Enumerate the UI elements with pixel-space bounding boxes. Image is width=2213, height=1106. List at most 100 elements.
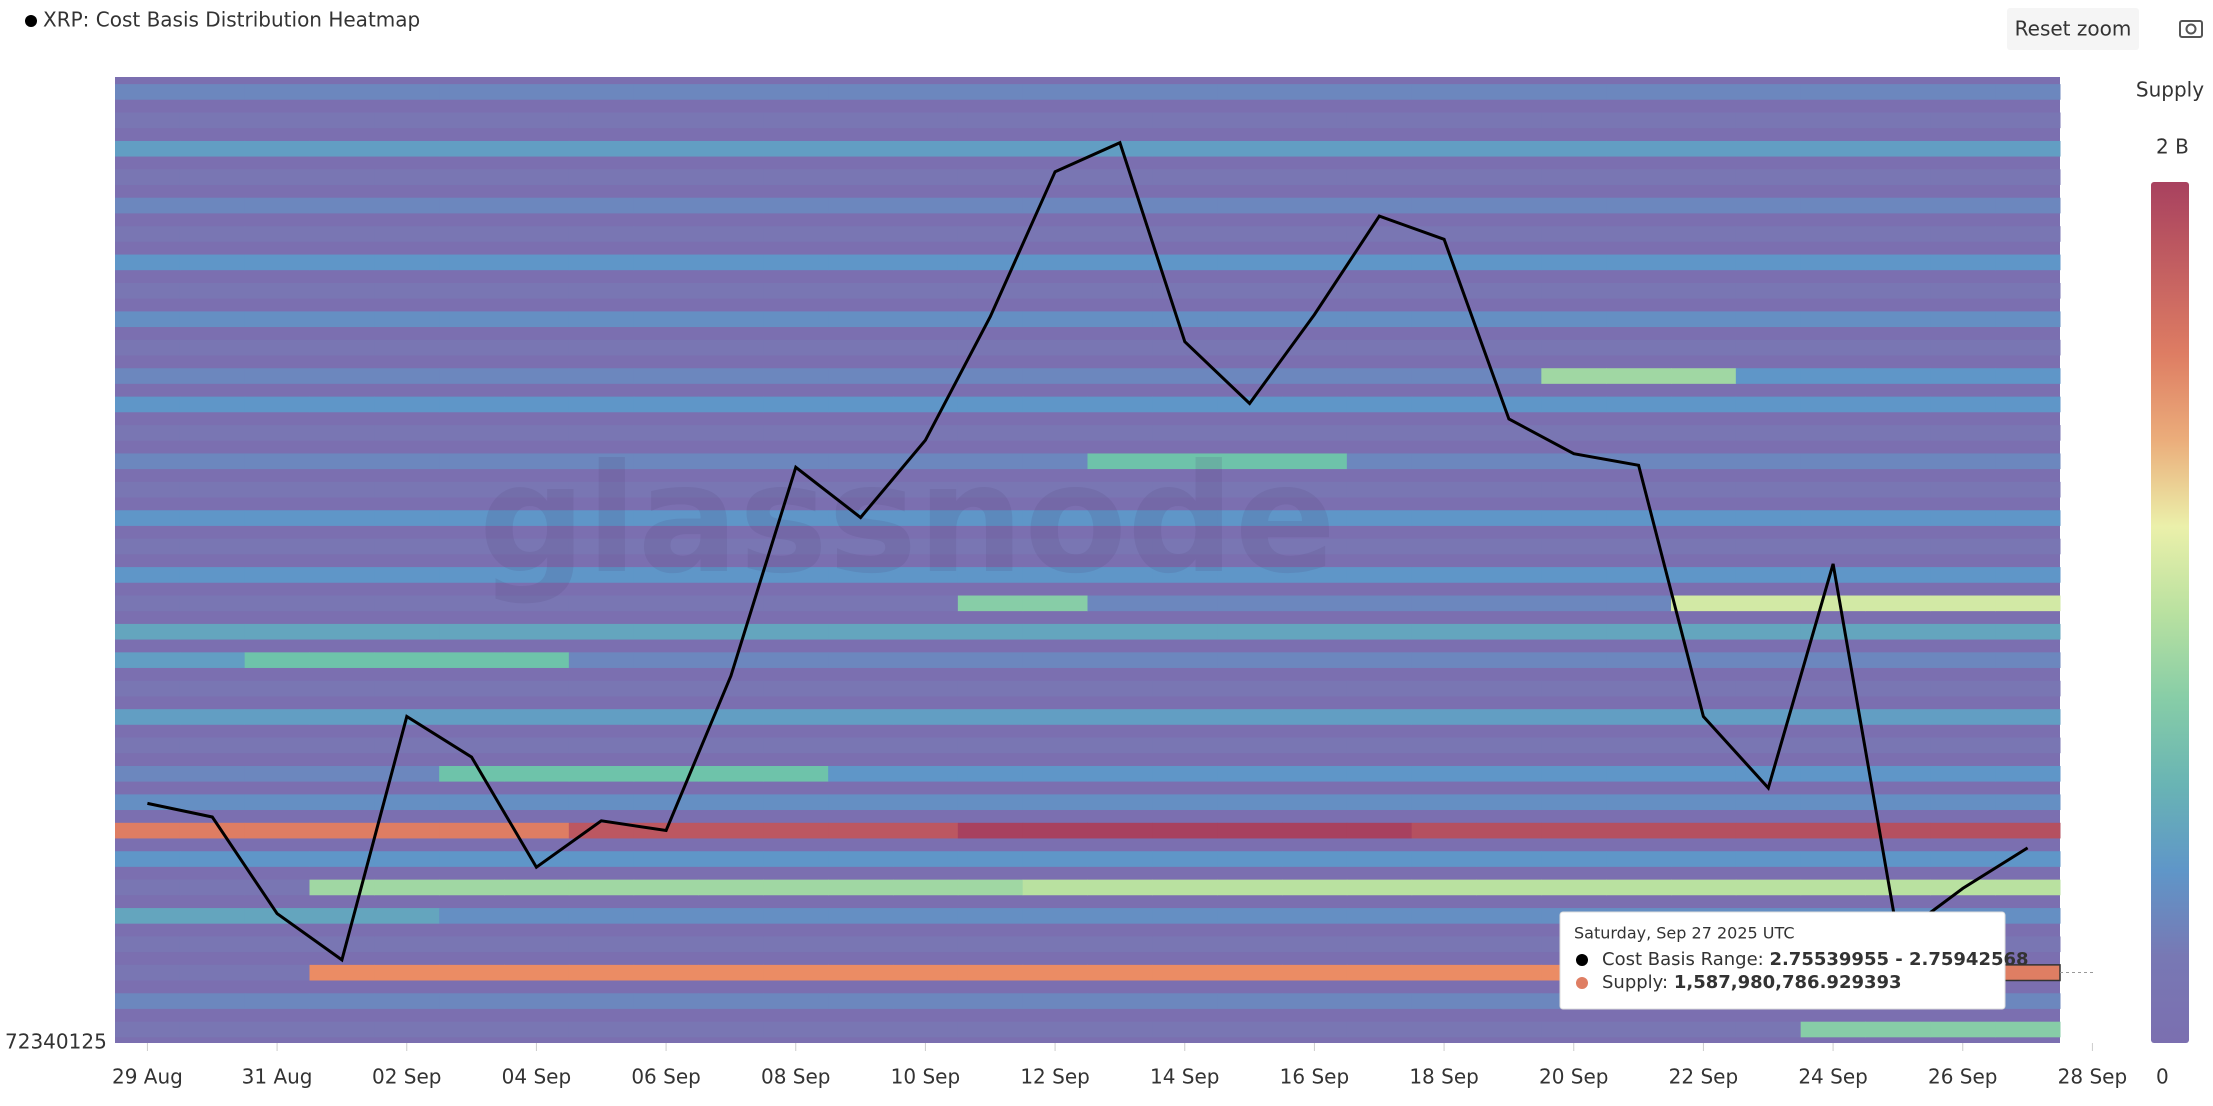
heat-cell [1022,339,1088,356]
heat-cell [1217,282,1283,299]
heat-cell [1606,339,1672,356]
heat-cell [1022,623,1088,640]
heat-cell [1606,453,1672,470]
heat-cell [828,453,894,470]
heat-cell [893,140,959,157]
heat-cell [179,84,246,100]
heat-cell [957,84,1024,100]
tooltip-box [1559,911,2006,1010]
heat-cell [1411,140,1477,157]
heat-cell [244,510,310,526]
heat-cell [1606,737,1672,754]
heat-cell [439,851,505,867]
heat-cell [633,339,699,356]
camera-icon[interactable] [2179,20,2203,38]
heat-cell [1217,453,1283,470]
heat-cell [309,339,375,356]
heat-cell [633,964,699,981]
heat-cell [179,169,246,185]
heat-cell [763,936,829,953]
heat-cell [1930,425,1996,441]
heat-cell [1476,964,1542,981]
x-tick-label: 22 Sep [1669,1065,1739,1089]
heat-cell [1346,851,1413,867]
heat-cell [1800,425,1866,441]
heat-cell [1217,765,1283,782]
heat-cell [1930,112,1996,129]
heat-cell [1930,765,1996,782]
heat-cell [504,453,570,470]
heat-cell [1735,851,1802,867]
heat-cell [1865,226,1931,242]
heat-cell [828,851,894,867]
heat-cell [374,453,440,470]
heat-cell [698,311,764,328]
heat-cell [439,197,505,214]
heat-cell [1671,595,1737,612]
heat-cell [1606,652,1672,668]
heat-cell [309,112,375,129]
heat-cell [1217,936,1283,953]
heat-cell [504,936,570,953]
heat-cell [309,993,375,1009]
heat-cell [179,425,246,441]
heat-cell [115,567,181,583]
heat-cell [568,822,635,839]
heat-cell [568,737,635,754]
heat-cell [698,339,764,356]
heat-cell [1865,140,1931,157]
heat-cell [1217,481,1283,498]
heat-cell [957,822,1024,839]
heat-cell [244,709,310,725]
heat-cell [1022,908,1088,924]
heat-cell [568,396,635,413]
heat-cell [828,709,894,725]
heat-cell [1995,140,2061,157]
heat-cell [1995,538,2061,555]
heat-cell [1282,822,1348,839]
heat-cell [1995,908,2061,924]
heat-cell [1087,567,1153,583]
heat-cell [828,112,894,129]
heat-cell [893,879,959,896]
heat-cell [1346,169,1413,185]
button-bg[interactable] [2007,8,2139,50]
heat-cell [698,709,764,725]
heat-cell [179,282,246,299]
heat-cell [1800,567,1866,583]
heat-cell [504,567,570,583]
heat-cell [1411,709,1477,725]
heat-cell [1152,1021,1218,1038]
heat-cell [1995,680,2061,697]
heat-cell [1541,567,1607,583]
heat-cell [633,425,699,441]
heat-cell [633,226,699,242]
heat-cell [309,652,375,668]
heat-cell [1411,425,1477,441]
heat-cell [957,140,1024,157]
heat-cell [244,339,310,356]
heat-cell [1800,311,1866,328]
camera-body[interactable] [2179,20,2203,38]
heat-cell [1346,1021,1413,1038]
heat-cell [1282,652,1348,668]
heat-cell [1671,822,1737,839]
heat-cell [244,197,310,214]
heat-cell [1606,1021,1672,1038]
heat-cell [1476,339,1542,356]
heat-cell [1087,112,1153,129]
heat-cell [1606,282,1672,299]
heat-cell [374,197,440,214]
heat-cell [439,538,505,555]
heat-cell [115,169,181,185]
heat-cell [698,623,764,640]
heat-cell [1022,538,1088,555]
heat-cell [1476,282,1542,299]
reset-zoom-button[interactable]: Reset zoom [2007,8,2139,50]
heat-cell [244,794,310,811]
camera-lens[interactable] [2185,23,2197,35]
heat-cell [1087,197,1153,214]
heat-cell [179,879,246,896]
heat-cell [1995,765,2061,782]
button-label[interactable]: Reset zoom [2015,17,2132,41]
